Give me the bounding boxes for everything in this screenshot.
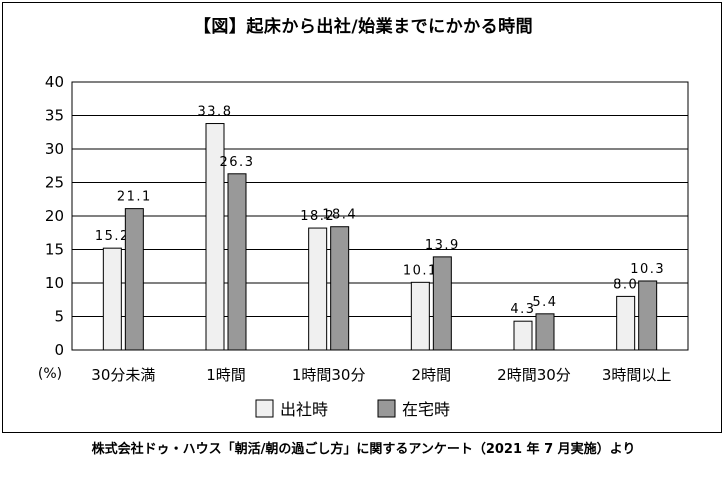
x-tick-label: 2時間 xyxy=(412,366,452,384)
bar-home xyxy=(638,280,658,351)
y-tick-label: 30 xyxy=(45,140,64,158)
data-label: 13.9 xyxy=(425,238,460,253)
data-label: 10.1 xyxy=(403,263,438,278)
y-tick-label: 35 xyxy=(45,107,64,125)
y-tick-label: 20 xyxy=(45,207,64,225)
bar-home xyxy=(432,256,452,351)
data-label: 21.1 xyxy=(117,190,152,205)
bar-home xyxy=(535,313,555,351)
bar-office xyxy=(102,247,122,351)
chart-frame xyxy=(2,2,722,433)
data-label: 18.2 xyxy=(300,209,335,224)
data-label: 8.0 xyxy=(613,277,638,292)
legend-label: 出社時 xyxy=(280,400,328,419)
legend-swatch-home xyxy=(377,399,396,418)
bar-office xyxy=(205,123,225,351)
y-tick-label: 0 xyxy=(54,341,64,359)
data-label: 18.4 xyxy=(322,208,357,223)
bar-office xyxy=(308,227,328,351)
x-tick-label: 1時間30分 xyxy=(292,366,366,384)
bar-office xyxy=(513,320,533,351)
y-tick-label: 15 xyxy=(45,241,64,259)
data-label: 33.8 xyxy=(198,105,233,120)
y-tick-label: 25 xyxy=(45,174,64,192)
data-label: 15.2 xyxy=(95,229,130,244)
y-tick-label: 5 xyxy=(54,308,64,326)
data-label: 4.3 xyxy=(510,302,535,317)
x-tick-label: 2時間30分 xyxy=(497,366,571,384)
bar-office xyxy=(616,295,636,351)
y-tick-label: 10 xyxy=(45,274,64,292)
bar-home xyxy=(227,173,247,351)
data-label: 10.3 xyxy=(630,262,665,277)
x-tick-label: 30分未満 xyxy=(91,366,155,384)
bar-home xyxy=(124,208,144,351)
chart-title: 【図】起床から出社/始業までにかかる時間 xyxy=(193,17,534,37)
source-note: 株式会社ドゥ・ハウス「朝活/朝の過ごし方」に関するアンケート（2021 年 7 … xyxy=(91,442,636,457)
data-label: 5.4 xyxy=(532,295,557,310)
y-tick-label: 40 xyxy=(45,73,64,91)
plot-area xyxy=(71,81,689,351)
y-unit-label: (%) xyxy=(38,366,62,382)
bar-home xyxy=(330,226,350,351)
x-tick-label: 1時間 xyxy=(206,366,246,384)
x-tick-label: 3時間以上 xyxy=(602,366,672,384)
legend-label: 在宅時 xyxy=(402,400,450,419)
legend-swatch-office xyxy=(255,399,274,418)
bar-office xyxy=(410,281,430,351)
data-label: 26.3 xyxy=(220,155,255,170)
bar-chart: 0 5 10 15 20 25 30 35 40 (%) 15.2 21.1 30分未満 33.8 26.3… xyxy=(38,73,689,419)
